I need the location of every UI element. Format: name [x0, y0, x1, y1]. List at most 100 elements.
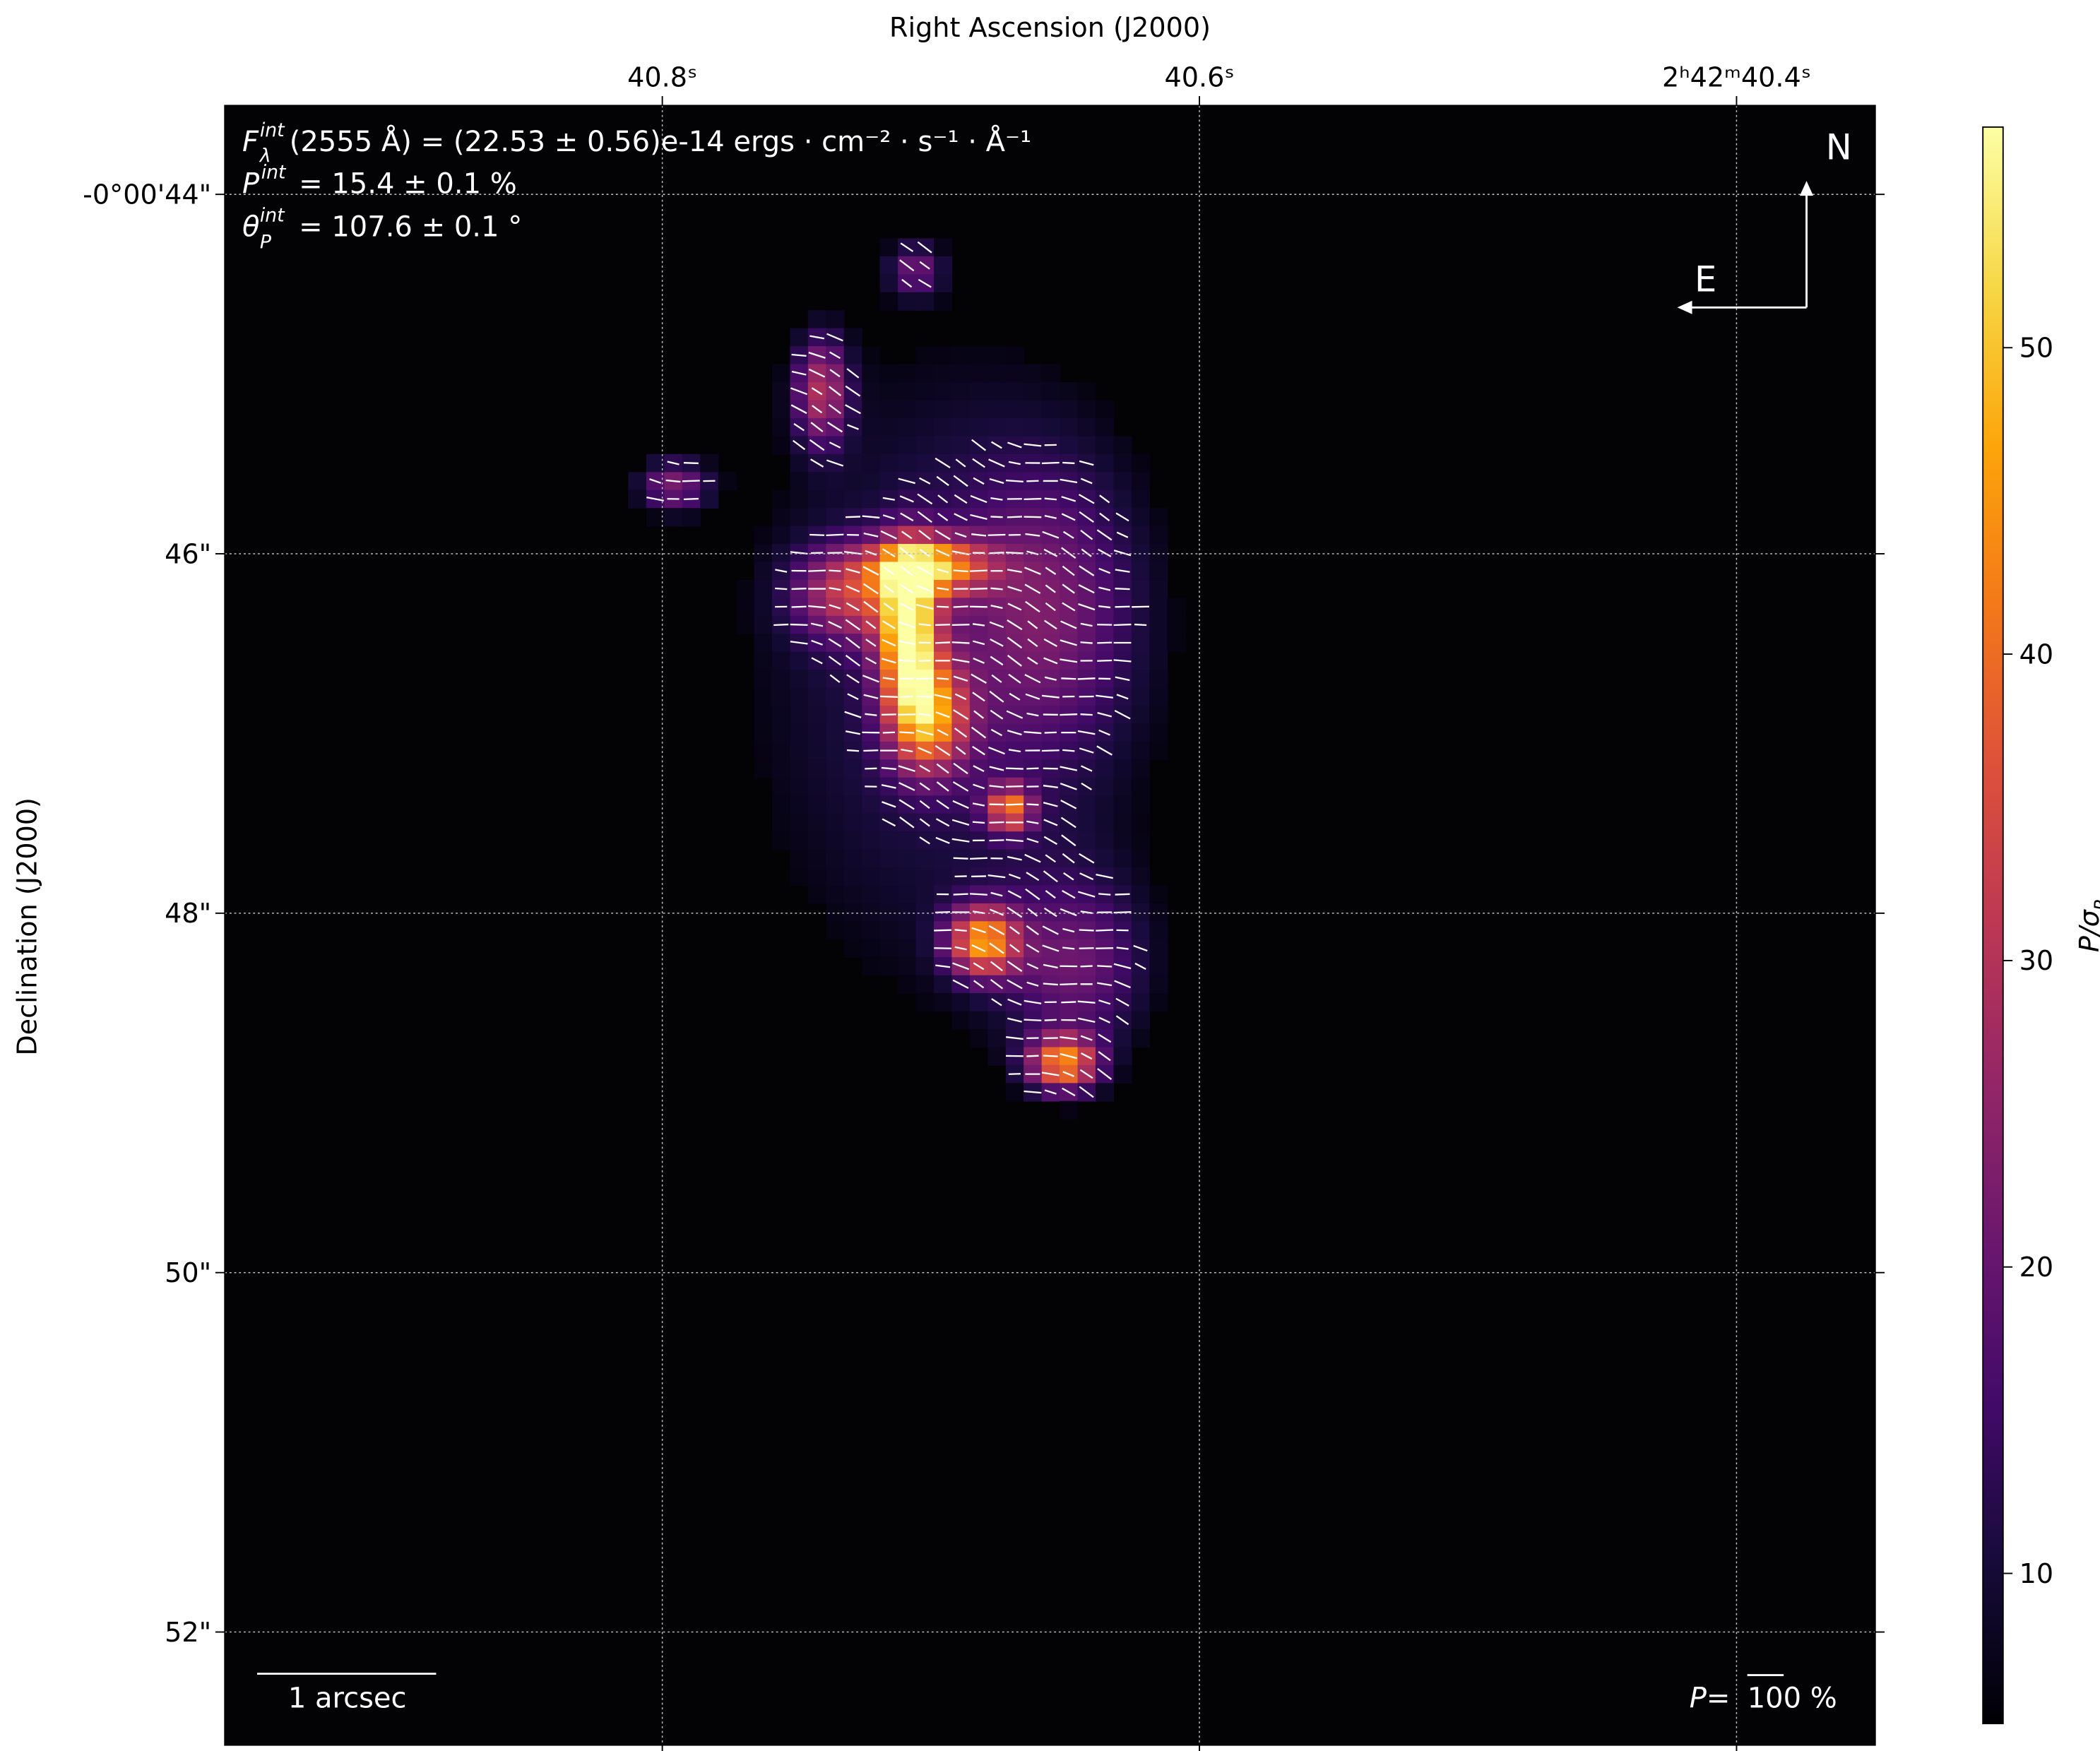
polarization-vector: [1077, 1017, 1096, 1023]
polarization-vector: [1060, 983, 1078, 986]
angle-text: = 107.6 ± 0.1 °: [299, 210, 522, 243]
heatmap-cell: [879, 382, 898, 401]
polarization-vector: [1043, 657, 1058, 665]
heatmap-cell: [987, 1028, 1007, 1048]
heatmap-cell: [754, 723, 773, 742]
polarization-vector: [808, 352, 826, 359]
flux-text: (2555 Å) = (22.53 ± 0.56)e-14 ergs · cm⁻…: [290, 124, 1031, 158]
polarization-vector: [1043, 983, 1058, 986]
polarization-vector: [954, 494, 968, 504]
polarization-vector: [1080, 641, 1093, 644]
heatmap-cell: [934, 400, 953, 419]
polarization-vector: [916, 566, 933, 576]
polarization-vector: [846, 585, 860, 593]
polarization-vector: [1027, 638, 1038, 648]
polarization-vector: [845, 636, 860, 649]
heatmap-cell: [754, 687, 773, 706]
heatmap-cell: [771, 831, 791, 850]
polarization-vector: [990, 728, 1003, 737]
polarization-vector: [954, 929, 967, 932]
heatmap-cell: [1149, 526, 1168, 545]
heatmap-cell: [843, 436, 862, 455]
heatmap-cell: [879, 867, 898, 886]
polarization-vector: [1043, 638, 1057, 647]
heatmap-cell: [915, 867, 935, 886]
polarization-vector: [990, 605, 1003, 609]
polarization-vector: [955, 458, 966, 468]
polarization-vector: [1098, 1033, 1112, 1043]
heatmap-cell: [826, 831, 845, 850]
heatmap-cell: [898, 885, 917, 904]
heatmap-cell: [879, 831, 898, 850]
heatmap-cell: [807, 831, 827, 850]
polarization-vector: [1133, 944, 1148, 952]
polarization-vector: [919, 782, 930, 791]
polarization-vector: [1079, 511, 1094, 523]
polarization-vector: [882, 548, 896, 558]
axis-ticks: 40.8ˢ 40.6ˢ 2ʰ42ᵐ40.4ˢ -0°00'44" 46" 48" 50" 52…: [83, 62, 1885, 1751]
polarization-vector: [863, 694, 879, 699]
polarization-vector: [919, 836, 930, 845]
polarization-vector: [918, 623, 931, 627]
polarization-vector: [1043, 1055, 1058, 1057]
heatmap-cell: [862, 417, 881, 437]
polarization-vector: [954, 513, 968, 521]
heatmap-cell: [771, 400, 791, 419]
heatmap-cell: [1024, 417, 1043, 437]
heatmap-cell: [754, 705, 773, 725]
polarization-vector: [881, 784, 896, 789]
heatmap-cell: [826, 885, 845, 904]
heatmap-cell: [898, 436, 917, 455]
polarization-vector: [1007, 730, 1022, 736]
heatmap-cell: [771, 489, 791, 509]
heatmap-cell: [790, 813, 809, 832]
heatmap-cell: [1131, 651, 1151, 670]
polarization-vector: [991, 674, 1002, 683]
heatmap-cell: [915, 436, 935, 455]
polarization-vector: [1007, 1017, 1022, 1023]
heatmap-cell: [1131, 849, 1151, 868]
polarization-vector: [1005, 767, 1024, 770]
heatmap-cell: [1149, 741, 1168, 761]
heatmap-cell: [771, 813, 791, 832]
polarization-vector: [973, 640, 985, 646]
polarization-vector: [810, 458, 824, 468]
angle-sub: P: [260, 231, 272, 253]
heatmap-cell: [987, 400, 1007, 419]
heatmap-cell: [754, 579, 773, 599]
heatmap-cell: [951, 382, 971, 401]
heatmap-cell: [879, 957, 898, 976]
heatmap-cell: [790, 777, 809, 796]
heatmap-cell: [790, 526, 809, 545]
polarization-vector: [1062, 530, 1074, 539]
y-tick-label: 52": [165, 1617, 211, 1648]
polarization-vector: [1060, 783, 1077, 790]
polarization-vector: [790, 623, 808, 626]
polarization-vector: [952, 979, 969, 990]
polarization-vector: [843, 551, 862, 555]
heatmap-cell: [898, 364, 917, 383]
heatmap-cell: [843, 885, 862, 904]
polarization-vector: [1005, 480, 1024, 483]
heatmap-cell: [1113, 1064, 1132, 1084]
heatmap-cell: [1077, 417, 1096, 437]
heatmap-cell: [879, 885, 898, 904]
polarization-vector: [1042, 925, 1059, 935]
polarization-vector: [935, 818, 950, 827]
heatmap-cell: [1131, 777, 1151, 796]
heatmap-cell: [1113, 489, 1132, 509]
polarization-vector: [829, 587, 841, 591]
heatmap-cell: [826, 813, 845, 832]
heatmap-cell: [915, 885, 935, 904]
heatmap-cell: [1113, 867, 1132, 886]
colorbar: [1982, 126, 2004, 1725]
heatmap-cell: [862, 831, 881, 850]
colorbar-tick-label: 10: [2019, 1558, 2054, 1589]
heatmap-cell: [898, 849, 917, 868]
x-tick-label: 40.6ˢ: [1165, 62, 1235, 93]
heatmap-cell: [1095, 795, 1115, 814]
heatmap-cell: [771, 687, 791, 706]
heatmap-cell: [879, 417, 898, 437]
heatmap-cell: [1131, 903, 1151, 922]
flux-sup: int: [260, 119, 285, 141]
